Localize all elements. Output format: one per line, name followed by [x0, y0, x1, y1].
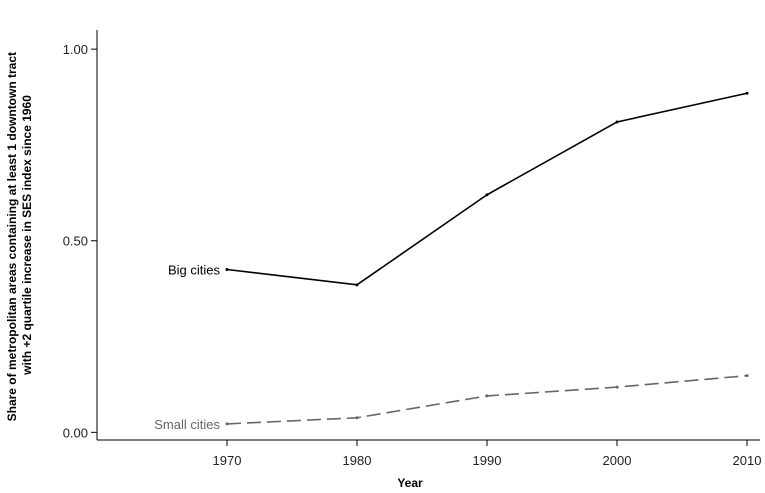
small-cities-label: Small cities: [154, 417, 220, 432]
y-tick-label: 1.00: [63, 42, 88, 57]
y-ticks: 0.00 0.50 1.00: [63, 42, 97, 440]
x-axis-title: Year: [397, 476, 423, 490]
x-tick-label: 1970: [213, 453, 242, 468]
big-cities-point: [225, 267, 229, 271]
small-cities-point: [615, 385, 619, 389]
series-labels: Big cities Small cities: [154, 262, 220, 431]
small-cities-point: [745, 374, 749, 378]
y-axis-title-line-2: with +2 quartile increase in SES index s…: [20, 95, 34, 376]
big-cities-line: [226, 92, 748, 286]
small-cities-point: [355, 416, 359, 420]
big-cities-point: [615, 120, 619, 124]
x-tick-label: 1980: [343, 453, 372, 468]
y-tick-label: 0.00: [63, 425, 88, 440]
small-cities-line: [226, 374, 748, 425]
big-cities-label: Big cities: [168, 262, 221, 277]
big-cities-point: [355, 283, 359, 287]
big-cities-point: [745, 91, 749, 95]
x-tick-label: 1990: [473, 453, 502, 468]
small-cities-point: [485, 394, 489, 398]
x-tick-label: 2000: [603, 453, 632, 468]
small-cities-point: [225, 422, 229, 426]
x-ticks: 1970 1980 1990 2000 2010: [213, 440, 762, 468]
big-cities-point: [485, 193, 489, 197]
y-axis-title: Share of metropolitan areas containing a…: [5, 49, 34, 422]
y-tick-label: 0.50: [63, 234, 88, 249]
y-axis-title-line-1: Share of metropolitan areas containing a…: [5, 52, 19, 421]
series-group: [225, 91, 749, 426]
x-tick-label: 2010: [733, 453, 762, 468]
axes: [96, 30, 760, 441]
